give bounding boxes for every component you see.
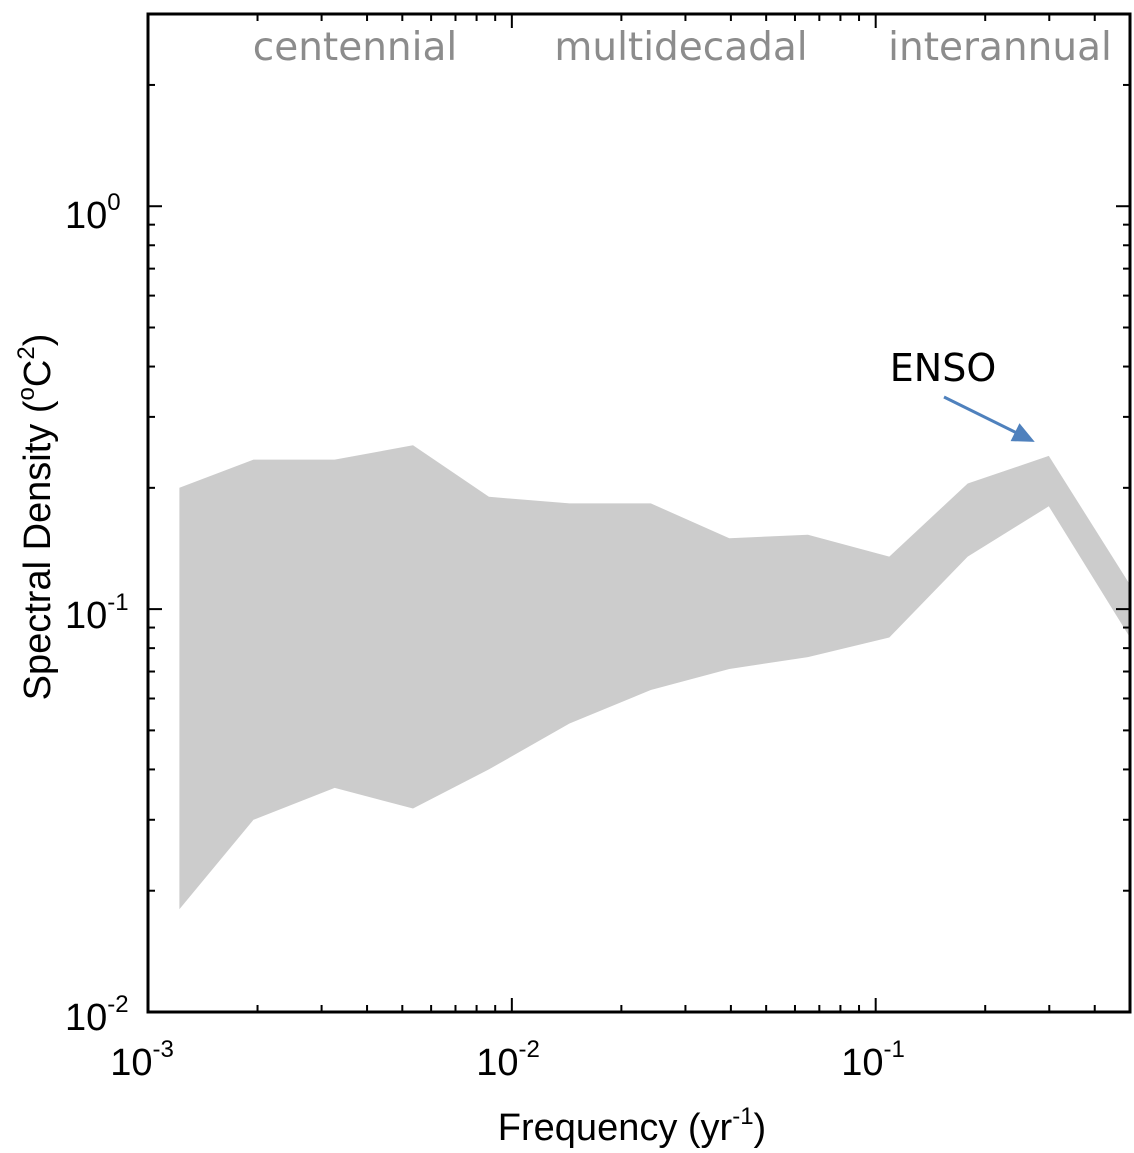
spectral-band-area [179, 445, 1130, 910]
enso-arrow-head [1010, 423, 1035, 442]
plot-frame [146, 12, 1132, 1014]
band-label-interannual: interannual [888, 25, 1112, 70]
axis-ticks [147, 13, 1131, 1013]
y-tick-label-1: 100 [65, 189, 121, 237]
enso-arrow [943, 395, 1035, 442]
x-tick-label-0.01: 10-2 [476, 1036, 540, 1084]
x-tick-label-0.001: 10-3 [110, 1036, 174, 1084]
enso-annotation-label: ENSO [890, 346, 996, 390]
band-label-centennial: centennial [253, 25, 457, 70]
y-tick-label-0.01: 10-2 [65, 991, 129, 1039]
y-tick-label-0.1: 10-1 [65, 589, 129, 637]
spectral-band-layer [179, 445, 1130, 910]
x-axis-label: Frequency (yr-1) [498, 1103, 766, 1149]
y-axis-label: Spectral Density (oC2) [13, 334, 59, 701]
band-label-multidecadal: multidecadal [554, 25, 807, 70]
x-tick-label-0.1: 10-1 [841, 1036, 905, 1084]
enso-arrow-shaft [943, 395, 1026, 439]
